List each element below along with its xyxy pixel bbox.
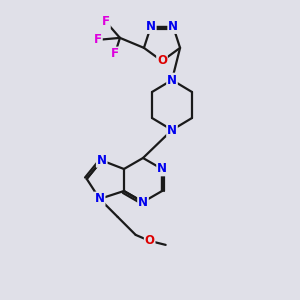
- Text: F: F: [94, 33, 102, 46]
- Text: N: N: [138, 196, 148, 208]
- Text: O: O: [157, 55, 167, 68]
- Text: N: N: [168, 20, 178, 33]
- Text: N: N: [97, 154, 107, 167]
- Text: N: N: [146, 20, 156, 33]
- Text: N: N: [167, 124, 177, 136]
- Text: F: F: [102, 15, 110, 28]
- Text: F: F: [111, 47, 119, 60]
- Text: N: N: [157, 163, 167, 176]
- Text: N: N: [95, 192, 105, 206]
- Text: N: N: [167, 74, 177, 86]
- Text: O: O: [145, 234, 155, 248]
